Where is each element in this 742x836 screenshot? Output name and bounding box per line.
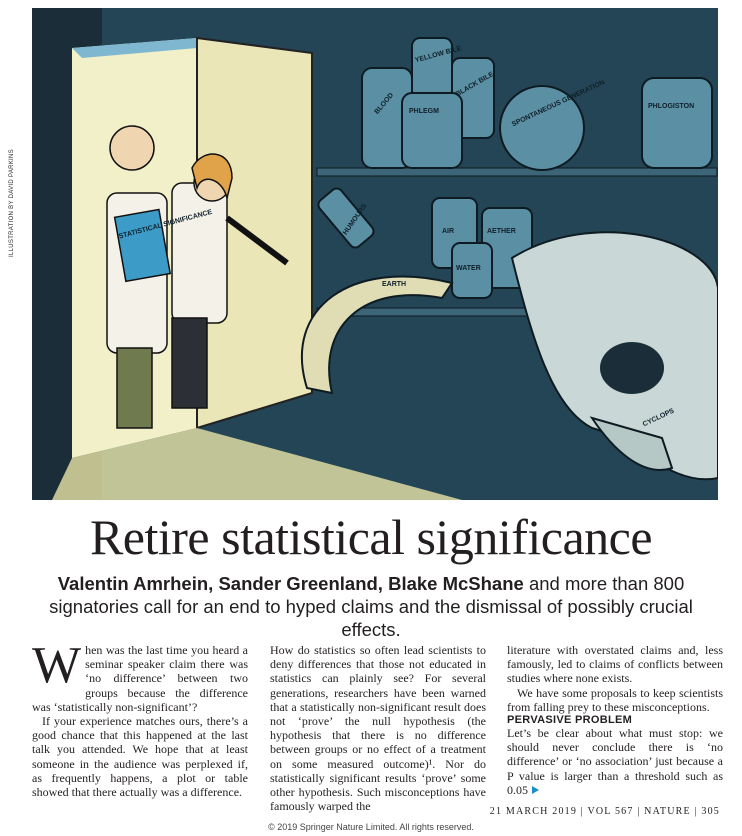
title: Retire statistical significance [89,509,653,565]
copyright: © 2019 Springer Nature Limited. All righ… [268,822,474,832]
authors: Valentin Amrhein, Sander Greenland, Blak… [57,573,524,594]
paragraph: If your experience matches ours, there’s… [32,714,248,800]
bottle-label: EARTH [382,281,406,288]
bottle-label: PHLEGM [409,108,439,115]
illustration-credit: ILLUSTRATION BY DAVID PARKINS [9,149,15,257]
paragraph: We have some proposals to keep scientist… [507,685,723,714]
paragraph: Let’s be clear about what must stop: we … [507,726,723,797]
section-heading: PERVASIVE PROBLEM [507,714,633,727]
folio: 21 MARCH 2019 | VOL 567 | NATURE | 305 [489,806,720,817]
paragraph: When was the last time you heard a semin… [32,637,248,714]
bottle-label: AETHER [487,228,516,235]
bottle-label: WATER [456,265,481,272]
column: literature with overstated claims and, l… [507,643,723,797]
bottle-label: PHLOGISTON [648,103,694,110]
column: When was the last time you heard a semin… [32,637,248,800]
standfirst-text: and more than 800 signatories call for a… [49,573,693,640]
paragraph: How do statistics so often lead scientis… [270,643,486,814]
column: How do statistics so often lead scientis… [270,643,486,813]
bottle-label: AIR [442,228,454,235]
paragraph: literature with overstated claims and, l… [507,643,723,686]
standfirst: Valentin Amrhein, Sander Greenland, Blak… [30,572,712,641]
continue-arrow [532,785,539,794]
illustration: BLOOD YELLOW BILE BLACK BILE PHLEGM SPON… [32,8,718,500]
